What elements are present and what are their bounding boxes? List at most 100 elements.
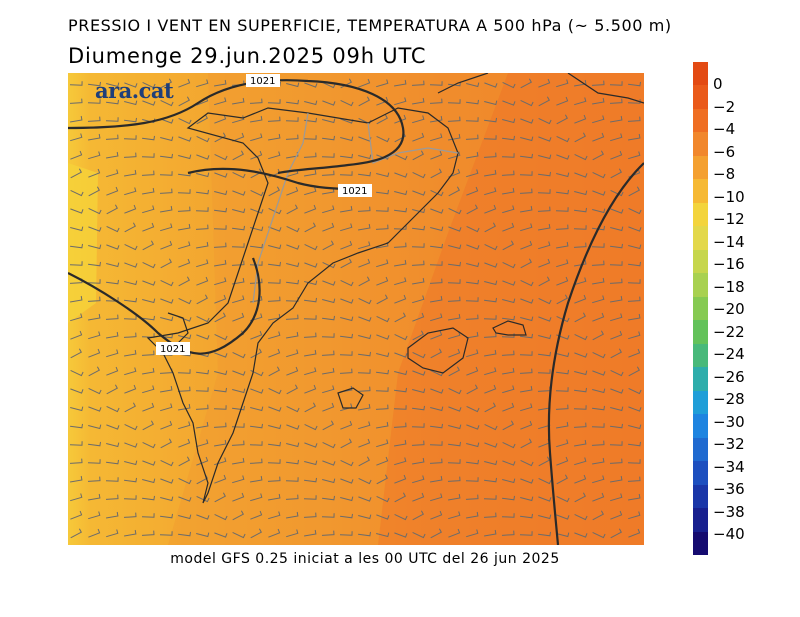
wind-barb bbox=[70, 150, 83, 160]
wind-barb bbox=[628, 511, 641, 520]
wind-barb bbox=[358, 297, 372, 305]
wind-barb bbox=[430, 189, 444, 197]
wind-barb bbox=[538, 514, 552, 520]
wind-barb bbox=[303, 332, 317, 338]
wind-barb bbox=[286, 99, 299, 105]
wind-barb bbox=[555, 387, 569, 392]
wind-barb bbox=[142, 100, 156, 106]
wind-barb bbox=[88, 441, 101, 447]
wind-barb bbox=[70, 208, 84, 214]
wind-barb bbox=[448, 348, 461, 358]
wind-barb bbox=[537, 369, 551, 374]
temperature-colorbar bbox=[693, 62, 708, 556]
wind-barb bbox=[376, 259, 389, 268]
wind-barb bbox=[466, 424, 480, 430]
wind-barb bbox=[574, 474, 587, 484]
wind-barb bbox=[610, 150, 623, 160]
wind-barb bbox=[106, 331, 119, 339]
wind-barb bbox=[610, 423, 623, 429]
wind-barb bbox=[214, 370, 228, 376]
wind-barb bbox=[556, 456, 569, 466]
wind-barb bbox=[502, 81, 516, 89]
wind-barb bbox=[537, 189, 551, 194]
colorbar-segment bbox=[693, 273, 708, 298]
wind-barb bbox=[88, 168, 101, 178]
wind-barb bbox=[88, 313, 101, 321]
menorca-island bbox=[492, 320, 527, 336]
wind-barb bbox=[285, 494, 299, 500]
wind-barb bbox=[340, 478, 354, 484]
wind-barb bbox=[177, 189, 191, 194]
wind-barb bbox=[141, 513, 155, 518]
wind-barb bbox=[160, 118, 174, 124]
wind-barb bbox=[556, 114, 568, 125]
wind-barb bbox=[412, 531, 426, 539]
wind-barb bbox=[538, 496, 552, 502]
wind-barb bbox=[142, 420, 154, 431]
wind-barb bbox=[322, 118, 336, 124]
wind-barb bbox=[178, 136, 192, 142]
wind-barb bbox=[502, 205, 515, 214]
colorbar-segment bbox=[693, 249, 708, 274]
wind-barb bbox=[304, 349, 317, 357]
wind-barb bbox=[411, 243, 425, 248]
wind-barb bbox=[520, 333, 533, 339]
wind-barb bbox=[304, 187, 317, 196]
wind-barb bbox=[628, 207, 642, 215]
wind-barb bbox=[214, 114, 227, 124]
wind-barb bbox=[124, 204, 137, 214]
wind-barb bbox=[412, 312, 425, 322]
wind-barb bbox=[160, 420, 173, 430]
wind-barb bbox=[466, 244, 480, 250]
wind-barb bbox=[70, 369, 84, 377]
wind-barb bbox=[88, 331, 101, 340]
wind-barb bbox=[285, 477, 299, 482]
wind-barb bbox=[483, 152, 497, 158]
wind-barb bbox=[105, 477, 119, 482]
wind-barb bbox=[124, 82, 138, 88]
wind-barb bbox=[574, 294, 587, 304]
wind-barb bbox=[232, 150, 244, 161]
wind-barb bbox=[159, 188, 173, 194]
wind-barb bbox=[142, 298, 156, 304]
wind-barb bbox=[232, 171, 246, 179]
wind-barb bbox=[304, 529, 317, 537]
wind-barb bbox=[466, 529, 479, 538]
wind-barb bbox=[538, 171, 551, 177]
wind-barb bbox=[448, 366, 460, 377]
wind-barb bbox=[484, 402, 496, 413]
wind-barb bbox=[106, 279, 119, 285]
wind-barb bbox=[520, 78, 532, 89]
wind-barb bbox=[394, 457, 407, 466]
isobar-label-1: 1021 bbox=[250, 76, 275, 87]
wind-barb bbox=[88, 207, 102, 215]
wind-barb bbox=[358, 334, 372, 340]
wind-barb bbox=[430, 208, 444, 214]
wind-barb bbox=[196, 154, 210, 160]
wind-barb bbox=[610, 313, 623, 322]
wind-barb bbox=[322, 460, 336, 466]
wind-barb bbox=[610, 208, 624, 214]
wind-barb bbox=[501, 170, 515, 176]
wind-barb bbox=[448, 331, 461, 340]
wind-barb bbox=[502, 478, 516, 484]
wind-barb bbox=[87, 459, 101, 464]
wind-barb bbox=[178, 154, 192, 160]
map-title: PRESSIO I VENT EN SUPERFICIE, TEMPERATUR… bbox=[68, 16, 672, 35]
wind-barb bbox=[124, 280, 138, 286]
wind-barb bbox=[88, 511, 101, 520]
wind-barb bbox=[160, 513, 173, 519]
wind-barb bbox=[430, 348, 442, 359]
wind-barb bbox=[142, 261, 156, 269]
colorbar-tick-label: −16 bbox=[713, 255, 745, 273]
wind-barb bbox=[376, 96, 389, 106]
wind-barb bbox=[69, 458, 83, 464]
wind-barb bbox=[429, 98, 443, 104]
wind-barb bbox=[322, 205, 335, 214]
wind-barb bbox=[393, 225, 407, 230]
wind-barb bbox=[142, 367, 155, 375]
wind-barb bbox=[538, 78, 551, 88]
wind-barb bbox=[520, 279, 534, 287]
colorbar-segment bbox=[693, 132, 708, 157]
wind-barb bbox=[123, 495, 137, 500]
